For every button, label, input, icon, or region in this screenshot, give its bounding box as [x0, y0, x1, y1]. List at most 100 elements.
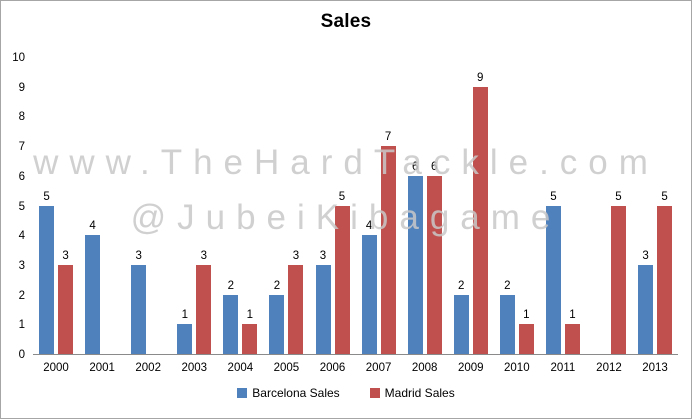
bar-value-label: 1	[569, 309, 576, 322]
x-tick-label: 2010	[504, 362, 530, 374]
bar-rect: 2	[269, 280, 285, 354]
x-tick-label: 2002	[135, 362, 161, 374]
bar-rect: 2	[223, 280, 239, 354]
bar-value-label: 4	[89, 220, 96, 233]
x-tick-label: 2008	[411, 362, 438, 374]
bar-rect: 5	[657, 191, 673, 354]
bar-value-label: 1	[246, 309, 254, 322]
y-tick-label: 0	[18, 349, 25, 361]
bar-madrid-sales-2000: 3	[58, 250, 74, 354]
bar-rect: 5	[334, 191, 350, 354]
bar-rect: 3	[131, 250, 147, 354]
bar-rect: 3	[288, 250, 304, 354]
bar-rect: 3	[638, 250, 654, 354]
bar-madrid-sales-2004: 1	[242, 309, 258, 354]
bar-barcelona-sales-2009: 2	[453, 280, 469, 354]
x-tick-label: 2004	[227, 362, 254, 374]
bar-madrid-sales-2008: 6	[426, 161, 442, 354]
bar-madrid-sales-2011: 1	[564, 309, 580, 354]
x-tick-label: 2007	[365, 362, 392, 374]
bar-barcelona-sales-2000: 5	[39, 191, 55, 354]
bar-rect: 9	[472, 72, 488, 354]
bar-value-label: 6	[411, 160, 419, 173]
x-tick-label: 2009	[457, 362, 484, 374]
bar-group-2012: 5	[586, 58, 632, 354]
y-tick-label: 3	[18, 259, 25, 272]
x-axis-labels: 2000 2001 2002 2003 2004 2005 2006 2007 2008 2009…	[33, 362, 678, 374]
bar-rect: 6	[426, 161, 442, 354]
legend-item-madrid-sales: Madrid Sales	[369, 386, 455, 400]
y-tick-label: 5	[18, 200, 25, 213]
bar-rect: 4	[85, 220, 101, 354]
bar-value-label: 2	[227, 279, 235, 292]
bar-value-label: 7	[384, 131, 392, 144]
bar-rect: 6	[407, 161, 423, 354]
bar-barcelona-sales-2002: 3	[131, 250, 147, 354]
bar-rect: 2	[499, 280, 515, 354]
bar-madrid-sales-2013: 5	[657, 191, 673, 354]
y-tick-label: 9	[18, 81, 25, 94]
bar-group-2002: 3	[125, 58, 171, 354]
bar-value-label: 3	[62, 249, 69, 262]
bar-value-label: 2	[504, 279, 511, 292]
bar-madrid-sales-2006: 5	[334, 191, 350, 354]
bar-rect: 5	[610, 191, 626, 354]
bar-barcelona-sales-2003: 1	[177, 309, 193, 354]
bar-rect: 1	[518, 309, 534, 354]
legend-item-barcelona-sales: Barcelona Sales	[237, 386, 340, 400]
x-tick-label: 2000	[43, 362, 69, 374]
legend-swatch-icon	[237, 388, 248, 398]
y-tick-label: 7	[18, 141, 25, 154]
bar-barcelona-sales-2007: 4	[361, 220, 377, 354]
x-tick-label: 2012	[596, 362, 622, 374]
bar-value-label: 2	[273, 279, 281, 292]
bar-rect: 1	[177, 309, 193, 354]
bar-barcelona-sales-2005: 2	[269, 280, 285, 354]
y-tick-label: 1	[18, 319, 25, 332]
x-tick-label: 2001	[89, 362, 115, 374]
bar-barcelona-sales-2006: 3	[315, 250, 331, 354]
bar-barcelona-sales-2001: 4	[85, 220, 101, 354]
bar-rect: 2	[453, 280, 469, 354]
y-tick-label: 2	[18, 289, 25, 302]
bar-rect: 3	[196, 250, 212, 354]
bar-rect: 5	[545, 191, 561, 354]
chart-title: Sales	[320, 11, 372, 32]
legend-swatch-icon	[369, 388, 380, 398]
bar-value-label: 3	[200, 249, 207, 262]
y-tick-label: 8	[18, 111, 25, 124]
bar-madrid-sales-2003: 3	[196, 250, 212, 354]
bar-value-label: 9	[477, 71, 484, 84]
bar-rect: 3	[315, 250, 331, 354]
bar-madrid-sales-2010: 1	[518, 309, 534, 354]
x-tick-label: 2003	[181, 362, 208, 374]
bar-value-label: 3	[319, 249, 327, 262]
x-tick-label: 2005	[273, 362, 300, 374]
bar-value-label: 5	[661, 190, 668, 203]
bar-barcelona-sales-2013: 3	[638, 250, 654, 354]
bar-value-label: 5	[43, 190, 50, 203]
bar-barcelona-sales-2008: 6	[407, 161, 423, 354]
x-tick-label: 2013	[642, 362, 668, 374]
bar-rect: 1	[242, 309, 258, 354]
x-tick-label: 2011	[550, 362, 576, 374]
legend-label: Barcelona Sales	[252, 386, 340, 400]
bar-madrid-sales-2009: 9	[472, 72, 488, 354]
bar-barcelona-sales-2011: 5	[545, 191, 561, 354]
bar-barcelona-sales-2010: 2	[499, 280, 515, 354]
bar-value-label: 1	[181, 309, 188, 322]
bar-madrid-sales-2005: 3	[288, 250, 304, 354]
bar-madrid-sales-2012: 5	[610, 191, 626, 354]
bar-value-label: 4	[365, 220, 373, 233]
bar-value-label: 3	[642, 249, 649, 262]
bar-rect: 4	[361, 220, 377, 354]
bar-rect: 7	[380, 131, 396, 354]
